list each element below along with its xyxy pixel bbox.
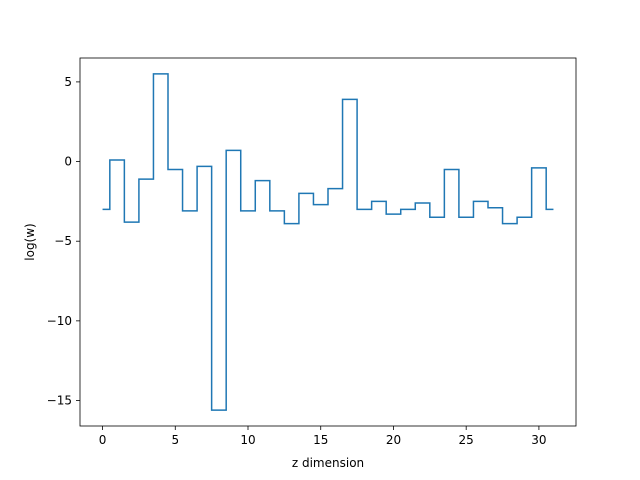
x-tick-label: 15: [313, 433, 328, 447]
x-tick-label: 25: [459, 433, 474, 447]
y-axis-ticks: −15 −10 −5 0 5: [47, 75, 80, 408]
x-tick-label: 20: [386, 433, 401, 447]
y-tick-label: −10: [47, 314, 72, 328]
x-axis-ticks: 0 5 10 15 20 25 30: [99, 426, 547, 447]
plot-frame: [79, 57, 577, 427]
y-tick-label: −15: [47, 394, 72, 408]
y-axis-label: log(w): [23, 223, 37, 260]
x-axis-label: z dimension: [292, 456, 364, 470]
y-tick-label: −5: [54, 234, 72, 248]
series-step-line: [102, 73, 554, 411]
x-tick-label: 30: [531, 433, 546, 447]
y-tick-label: 5: [64, 75, 72, 89]
x-tick-label: 10: [240, 433, 255, 447]
x-tick-label: 5: [171, 433, 179, 447]
y-tick-label: 0: [64, 155, 72, 169]
x-tick-label: 0: [99, 433, 107, 447]
plot-area: [80, 58, 576, 426]
